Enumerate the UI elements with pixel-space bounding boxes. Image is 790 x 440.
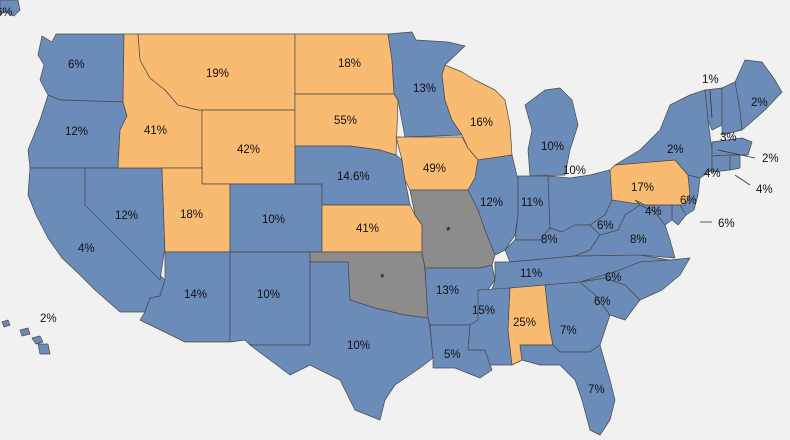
callout-lines bbox=[700, 89, 756, 223]
label-la: 5% bbox=[444, 349, 461, 361]
label-ia: 49% bbox=[423, 163, 446, 175]
label-md: 4% bbox=[645, 206, 662, 218]
state-nc[interactable] bbox=[579, 257, 691, 301]
label-mi: 10% bbox=[541, 141, 564, 153]
label-ar: 13% bbox=[436, 285, 459, 297]
label-ny: 2% bbox=[667, 144, 684, 156]
label-vt: 1% bbox=[702, 74, 719, 86]
label-sc: 6% bbox=[594, 296, 611, 308]
label-ma: 2% bbox=[762, 153, 779, 165]
label-co: 10% bbox=[262, 214, 285, 226]
label-ne: 14.6% bbox=[337, 171, 370, 183]
label-pa: 17% bbox=[631, 182, 654, 194]
label-id: 41% bbox=[144, 125, 167, 137]
state-vt[interactable] bbox=[704, 87, 723, 131]
label-or: 12% bbox=[65, 126, 88, 138]
label-wa: 6% bbox=[68, 59, 85, 71]
label-mo: * bbox=[446, 226, 451, 238]
label-ca: 4% bbox=[78, 243, 95, 255]
label-wy: 42% bbox=[237, 144, 260, 156]
label-tn: 11% bbox=[520, 268, 542, 280]
label-ga: 7% bbox=[560, 325, 577, 337]
label-wv: 6% bbox=[597, 220, 614, 232]
label-ak: 6% bbox=[0, 7, 13, 19]
label-sd: 55% bbox=[334, 115, 357, 127]
label-me: 2% bbox=[751, 97, 768, 109]
state-me[interactable] bbox=[734, 59, 783, 131]
label-oh: 10% bbox=[563, 165, 586, 177]
label-va: 8% bbox=[630, 234, 647, 246]
label-nj: 6% bbox=[680, 195, 697, 207]
label-ky: 8% bbox=[541, 234, 558, 246]
state-ak[interactable] bbox=[0, 0, 21, 17]
label-il: 12% bbox=[480, 197, 503, 209]
label-in: 11% bbox=[521, 197, 543, 209]
label-nm: 10% bbox=[257, 289, 280, 301]
label-de: 6% bbox=[718, 218, 735, 230]
state-ri[interactable] bbox=[729, 154, 741, 171]
label-nv: 12% bbox=[115, 210, 138, 222]
label-ri: 4% bbox=[756, 184, 773, 196]
label-mn: 13% bbox=[413, 83, 436, 95]
state-md[interactable] bbox=[634, 199, 673, 226]
state-hi[interactable] bbox=[1, 319, 51, 355]
state-tx[interactable] bbox=[249, 261, 434, 421]
state-labels: 6% 6% 12% 4% 12% 41% 19% 42% 18% 10% 14%… bbox=[0, 7, 779, 396]
label-ks: 41% bbox=[356, 223, 379, 235]
label-al: 25% bbox=[513, 317, 536, 329]
label-hi: 2% bbox=[40, 313, 57, 325]
label-ok: * bbox=[380, 273, 385, 285]
label-ut: 18% bbox=[180, 209, 203, 221]
label-mt: 19% bbox=[206, 68, 229, 80]
label-az: 14% bbox=[184, 289, 207, 301]
label-nh: 3% bbox=[720, 132, 737, 144]
label-ms: 15% bbox=[472, 305, 495, 317]
label-fl: 7% bbox=[588, 384, 605, 396]
label-tx: 10% bbox=[347, 340, 370, 352]
state-mi[interactable] bbox=[524, 87, 579, 177]
label-nd: 18% bbox=[338, 58, 361, 70]
label-wi: 16% bbox=[470, 117, 493, 129]
state-il[interactable] bbox=[467, 154, 519, 256]
state-fl[interactable] bbox=[519, 344, 616, 436]
label-ct: 4% bbox=[704, 168, 721, 180]
label-nc: 6% bbox=[605, 272, 622, 284]
